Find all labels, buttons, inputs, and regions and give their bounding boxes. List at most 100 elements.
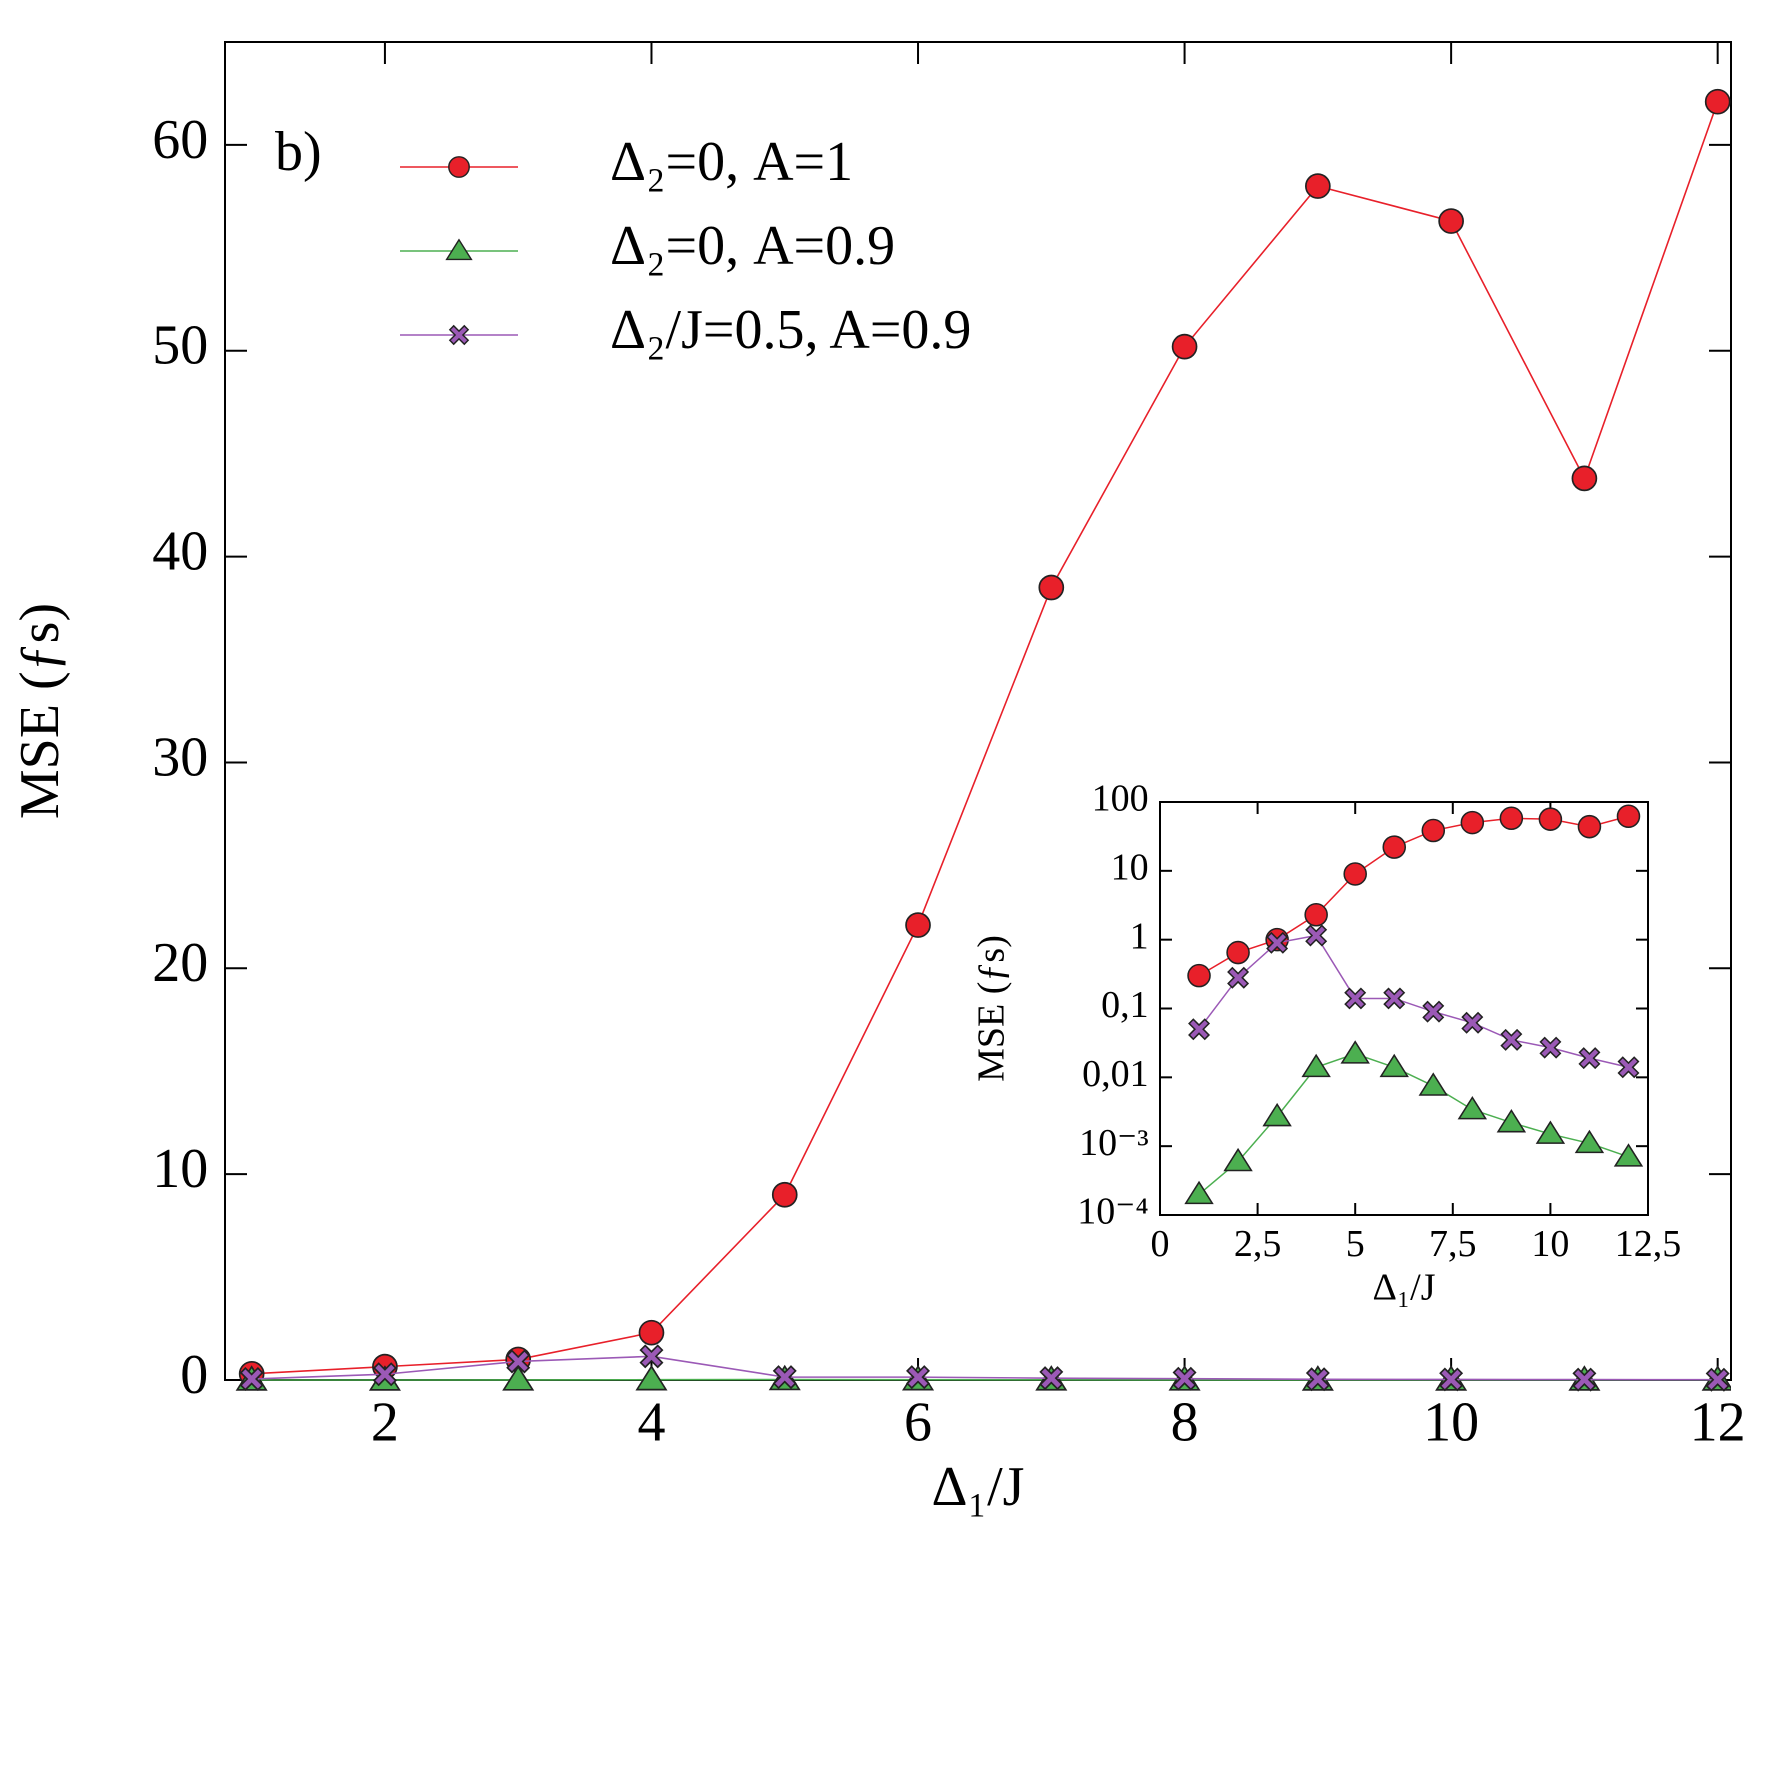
marker [906, 1365, 931, 1390]
marker [1223, 1147, 1253, 1172]
x-tick-label: 2,5 [1234, 1223, 1282, 1265]
series-line [251, 101, 1719, 1375]
legend-marker [445, 238, 473, 261]
marker [1438, 208, 1464, 234]
y-tick-label: 40 [152, 520, 208, 582]
marker [1539, 1036, 1562, 1059]
x-tick-label: 2 [371, 1391, 399, 1453]
marker [1439, 1367, 1464, 1392]
marker [1262, 1102, 1292, 1127]
marker [639, 1344, 664, 1369]
marker [1304, 902, 1328, 927]
marker [1617, 1056, 1640, 1079]
marker [1266, 931, 1289, 954]
y-tick-label: 10 [152, 1138, 208, 1200]
marker [1383, 987, 1406, 1010]
marker [372, 1362, 397, 1387]
marker [1704, 88, 1731, 115]
x-tick-label: 12,5 [1615, 1223, 1682, 1265]
series-layer [235, 88, 1731, 1392]
marker [1305, 1367, 1330, 1392]
marker [1422, 1000, 1445, 1023]
marker [905, 912, 931, 938]
legend-marker [448, 156, 470, 178]
marker [1305, 924, 1328, 947]
legend-label: Δ₂/J=0.5, A=0.9 [610, 299, 971, 361]
y-tick-label: 10⁻³ [1079, 1122, 1148, 1164]
marker [1379, 1053, 1409, 1078]
legend-label: Δ₂=0, A=1 [610, 131, 853, 193]
marker [1500, 1028, 1523, 1051]
marker [1171, 333, 1198, 360]
x-tick-label: 6 [904, 1391, 932, 1453]
marker [1574, 1129, 1605, 1154]
marker [1382, 835, 1407, 859]
marker [1344, 987, 1367, 1010]
x-tick-label: 10 [1531, 1223, 1569, 1265]
marker [1301, 1053, 1331, 1078]
marker [1496, 1109, 1527, 1133]
marker [502, 1365, 535, 1391]
x-axis-label: Δ₁/J [932, 1456, 1025, 1518]
legend-label: Δ₂=0, A=0.9 [610, 215, 895, 277]
marker [1577, 814, 1602, 839]
plot-frame [1159, 801, 1649, 1216]
y-tick-label: 1 [1130, 915, 1149, 957]
marker [1340, 1040, 1370, 1064]
x-tick-label: 8 [1171, 1391, 1199, 1453]
series-line [251, 1355, 1718, 1381]
marker [1572, 1367, 1597, 1392]
x-tick-label: 5 [1346, 1223, 1365, 1265]
marker [1499, 806, 1524, 831]
x-tick-label: 0 [1151, 1223, 1170, 1265]
marker [1538, 807, 1563, 831]
marker [1571, 465, 1598, 492]
marker [506, 1349, 531, 1374]
marker [1578, 1047, 1601, 1070]
marker [1038, 574, 1065, 601]
marker [1705, 1367, 1730, 1392]
marker [1461, 1011, 1484, 1034]
y-tick-label: 20 [152, 932, 208, 994]
x-tick-label: 10 [1423, 1391, 1479, 1453]
marker [1616, 804, 1641, 829]
y-tick-label: 10 [1111, 847, 1149, 889]
annotation: b) [275, 121, 322, 183]
marker [1418, 1072, 1448, 1096]
marker [1460, 810, 1485, 835]
y-axis-label: MSE (ƒs) [971, 935, 1013, 1082]
y-tick-label: 0 [180, 1344, 208, 1406]
marker [1226, 940, 1250, 965]
y-axis-label: MSE (ƒs) [9, 603, 71, 819]
y-tick-label: 60 [152, 109, 208, 171]
y-tick-label: 50 [152, 315, 208, 377]
marker [239, 1366, 264, 1391]
marker [1613, 1143, 1644, 1167]
marker [635, 1364, 668, 1391]
marker [771, 1181, 798, 1208]
x-tick-label: 4 [637, 1391, 665, 1453]
marker [1172, 1366, 1197, 1391]
y-tick-label: 100 [1092, 778, 1149, 820]
marker [1421, 818, 1446, 843]
x-tick-label: 7,5 [1429, 1223, 1477, 1265]
marker [1535, 1120, 1566, 1144]
marker [1184, 1180, 1214, 1205]
marker [772, 1365, 797, 1390]
marker [1457, 1096, 1488, 1120]
marker [638, 1319, 665, 1346]
marker [1227, 966, 1250, 989]
x-tick-label: 12 [1690, 1391, 1746, 1453]
marker [1343, 862, 1367, 886]
legend-marker [448, 324, 470, 346]
marker [1187, 963, 1211, 988]
y-tick-label: 0,1 [1101, 984, 1149, 1026]
series-layer [1184, 804, 1644, 1205]
x-axis-label: Δ₁/J [1372, 1267, 1435, 1309]
y-tick-label: 30 [152, 726, 208, 788]
y-tick-label: 0,01 [1082, 1053, 1149, 1095]
y-tick-label: 10⁻⁴ [1077, 1191, 1148, 1233]
marker [1305, 173, 1331, 199]
